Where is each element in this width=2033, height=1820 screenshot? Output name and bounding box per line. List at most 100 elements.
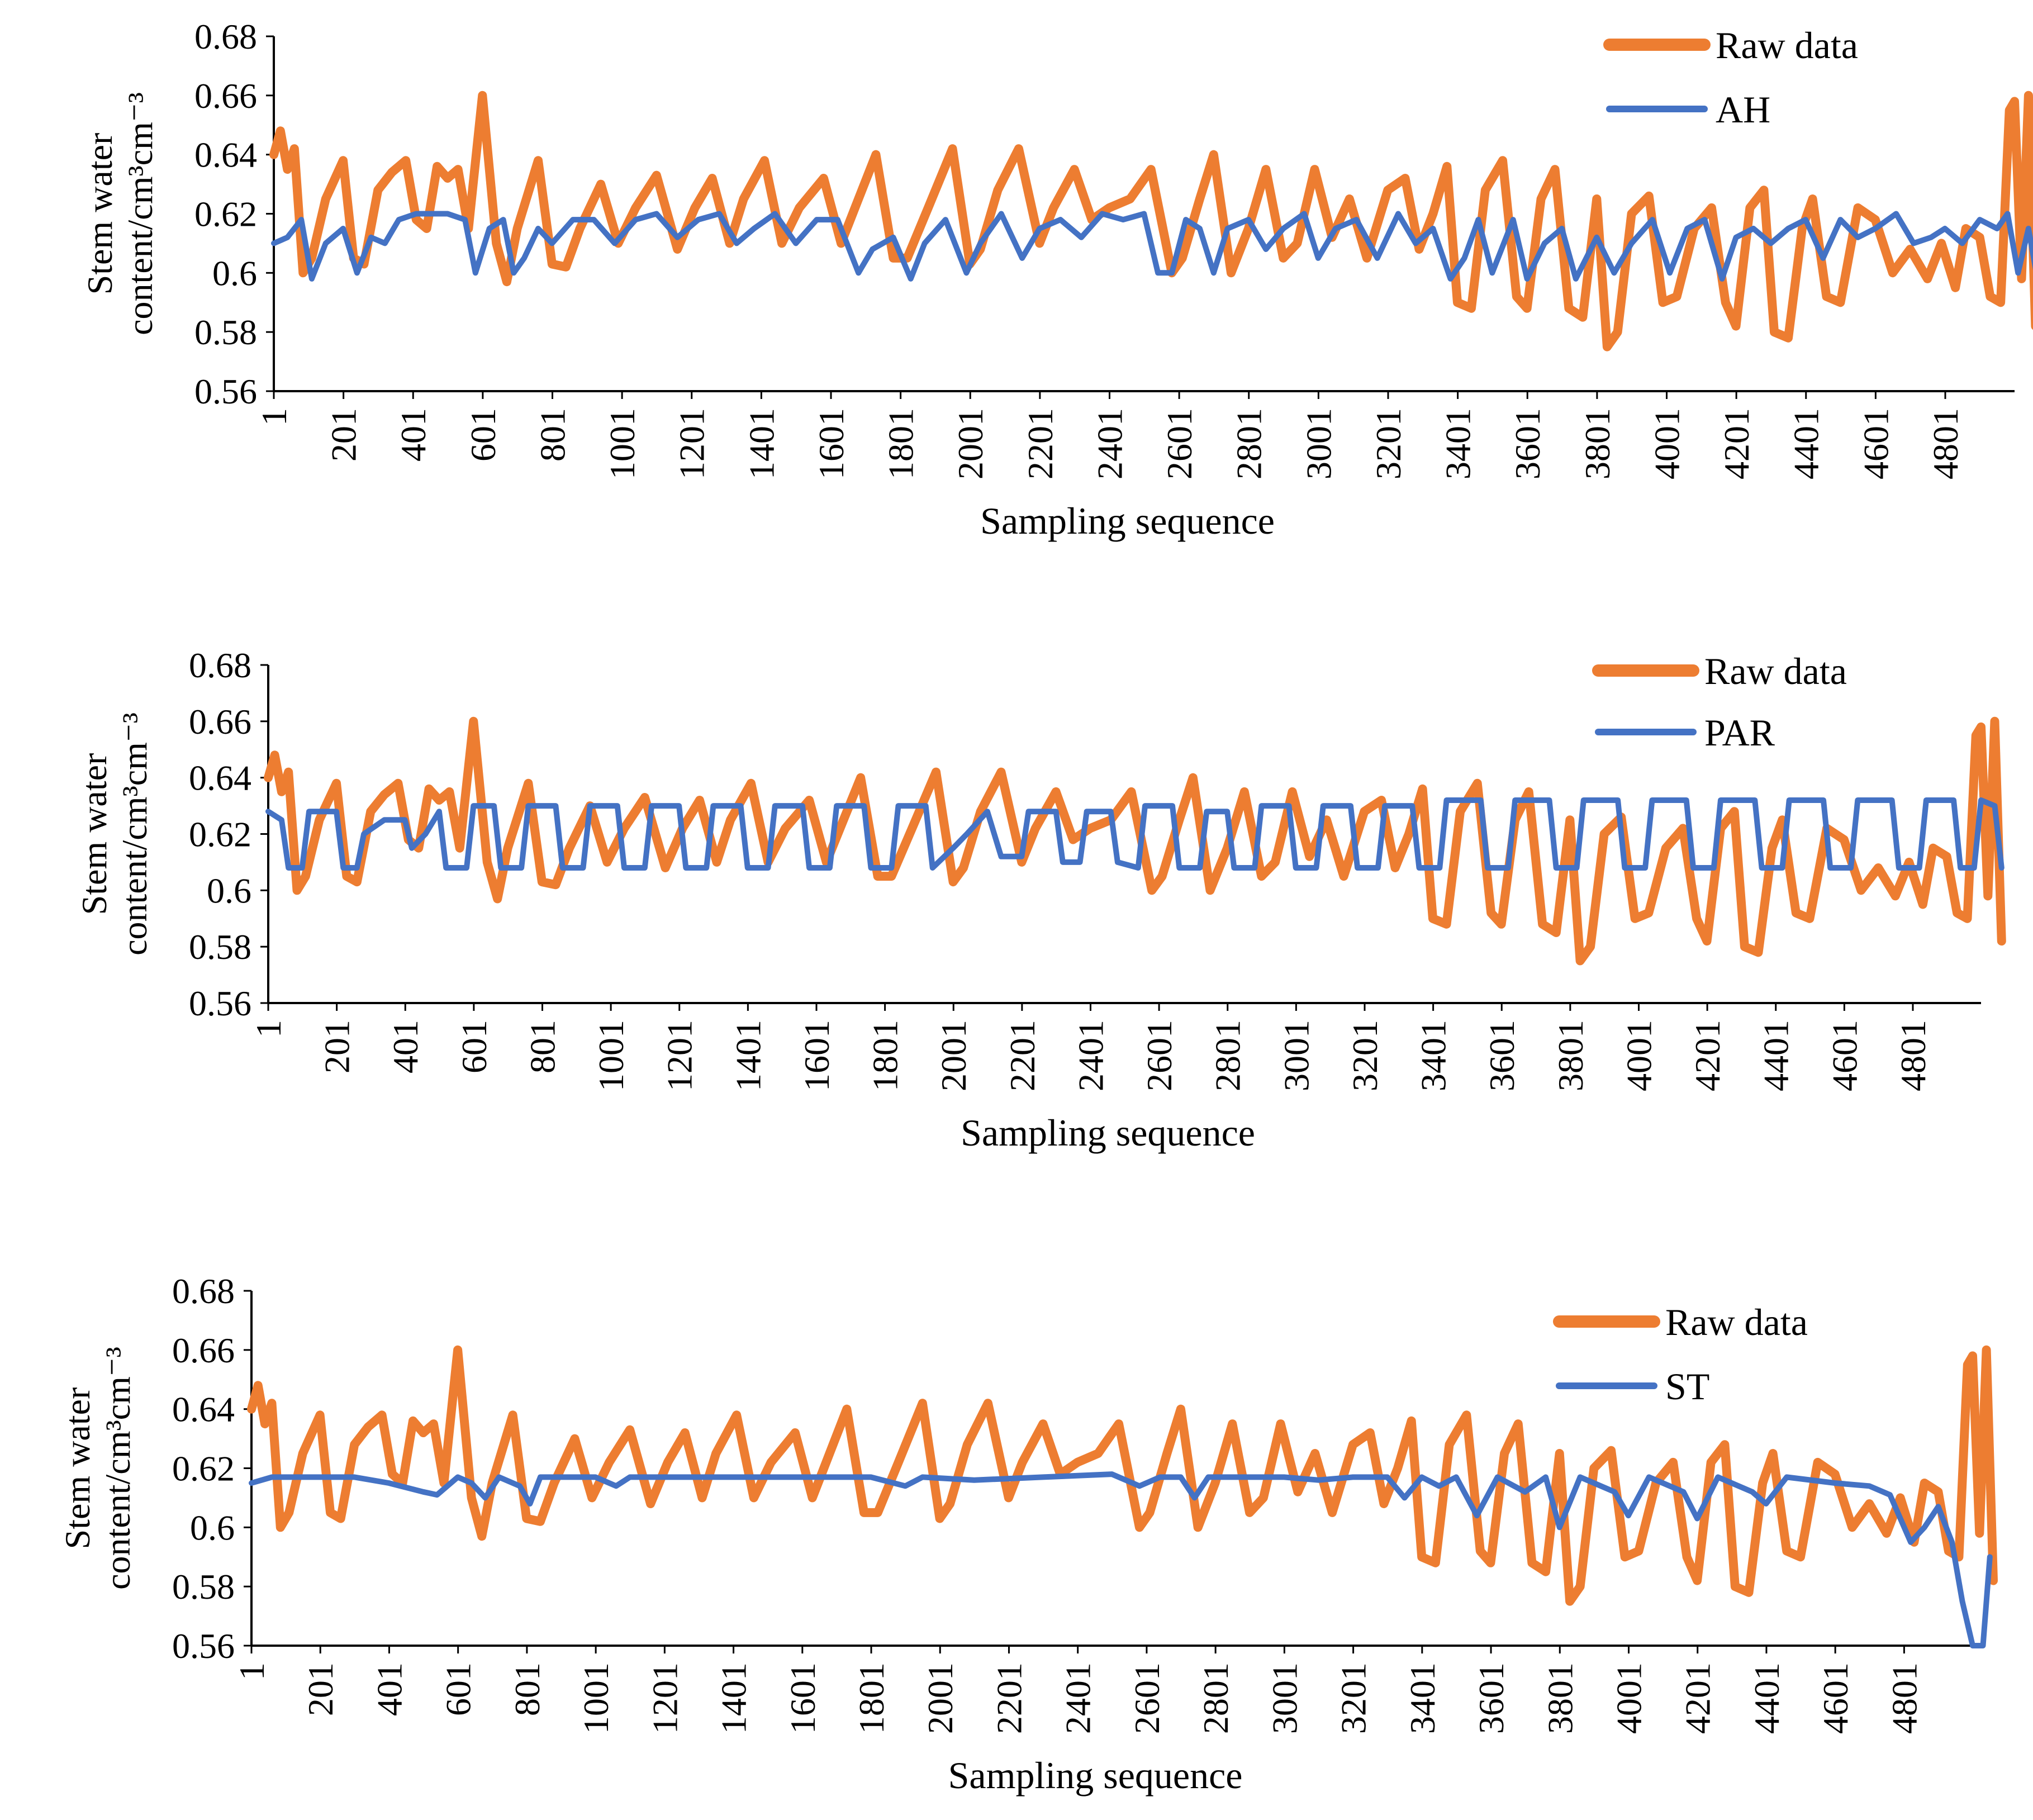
y-tick-label: 0.64 (194, 135, 257, 175)
x-tick-label: 3801 (1578, 408, 1617, 479)
x-tick-label: 3801 (1551, 1020, 1590, 1091)
series-line-raw-data (247, 1345, 1998, 1606)
x-tick-label: 4401 (1756, 1020, 1796, 1091)
x-tick-label: 4201 (1678, 1662, 1718, 1734)
series-line-ah (271, 211, 2033, 282)
y-tick-label: 0.56 (194, 372, 257, 411)
y-tick-label: 0.6 (190, 1508, 235, 1547)
x-tick-label: 1601 (797, 1020, 837, 1091)
y-tick-label: 0.56 (189, 983, 251, 1023)
x-tick-label: 4401 (1787, 408, 1826, 479)
x-tick-label: 4601 (1856, 408, 1896, 479)
legend-label: Raw data (1704, 650, 1847, 692)
x-tick-label: 2401 (1058, 1662, 1098, 1734)
x-tick-label: 1801 (866, 1020, 905, 1091)
legend-label: Raw data (1665, 1301, 1808, 1343)
x-tick-label: 3601 (1508, 408, 1547, 479)
legend-label: ST (1665, 1365, 1709, 1408)
x-tick-label: 3201 (1345, 1020, 1385, 1091)
x-tick-label: 1801 (881, 408, 921, 479)
x-tick-label: 3001 (1265, 1662, 1304, 1734)
x-tick-label: 1801 (852, 1662, 891, 1734)
x-tick-label: 601 (439, 1662, 478, 1716)
x-tick-label: 601 (463, 408, 503, 462)
x-tick-label: 3201 (1369, 408, 1408, 479)
x-axis-label: Sampling sequence (980, 500, 1275, 542)
x-tick-label: 1401 (714, 1662, 754, 1734)
x-tick-label: 2401 (1090, 408, 1129, 479)
x-tick-label: 1201 (660, 1020, 700, 1091)
y-tick-label: 0.58 (172, 1567, 235, 1607)
x-tick-label: 4601 (1816, 1662, 1855, 1734)
x-tick-label: 201 (301, 1662, 340, 1716)
x-tick-label: 2001 (920, 1662, 960, 1734)
x-tick-label: 1201 (672, 408, 712, 479)
legend-label: PAR (1704, 711, 1775, 754)
x-tick-label: 4801 (1926, 408, 1965, 479)
x-tick-label: 3001 (1299, 408, 1338, 479)
chart-par: 0.560.580.60.620.640.660.681 201 401 601 801… (74, 645, 2006, 1154)
x-tick-label: 2801 (1208, 1020, 1248, 1091)
y-axis-label: Stem water (58, 1387, 97, 1550)
series-line-st (249, 1471, 1993, 1648)
x-tick-label: 2001 (934, 1020, 973, 1091)
y-tick-label: 0.64 (189, 758, 251, 798)
y-axis-label: content/cm³cm⁻³ (115, 712, 154, 956)
x-tick-label: 4801 (1893, 1020, 1933, 1091)
x-tick-label: 801 (533, 408, 572, 462)
x-tick-label: 4001 (1609, 1662, 1649, 1734)
y-axis-label: content/cm³cm⁻³ (98, 1347, 137, 1590)
x-tick-label: 1 (249, 1020, 288, 1038)
x-tick-label: 1001 (576, 1662, 616, 1734)
y-tick-label: 0.68 (172, 1271, 235, 1311)
x-tick-label: 401 (393, 408, 433, 462)
y-tick-label: 0.68 (194, 17, 257, 56)
series-line-raw-data (264, 716, 2006, 966)
x-tick-label: 4801 (1884, 1662, 1924, 1734)
x-tick-label: 401 (386, 1020, 425, 1073)
x-tick-label: 1 (254, 408, 294, 426)
legend-label: Raw data (1716, 24, 1858, 66)
y-tick-label: 0.66 (172, 1330, 235, 1370)
legend-label: AH (1716, 88, 1770, 131)
chart-ah: 0.560.580.60.620.640.660.681 201 401 601 801… (80, 17, 2033, 542)
x-tick-label: 1401 (742, 408, 781, 479)
x-tick-label: 4201 (1688, 1020, 1727, 1091)
y-axis-label: Stem water (74, 753, 114, 915)
x-tick-label: 2601 (1139, 1020, 1179, 1091)
x-tick-label: 1001 (602, 408, 642, 479)
y-axis-label: content/cm³cm⁻³ (120, 92, 160, 335)
x-tick-label: 3401 (1414, 1020, 1454, 1091)
x-tick-label: 2001 (951, 408, 990, 479)
x-tick-label: 2601 (1127, 1662, 1167, 1734)
x-tick-label: 2201 (1020, 408, 1060, 479)
y-axis-label: Stem water (80, 133, 120, 295)
x-tick-label: 1401 (728, 1020, 768, 1091)
chart-st: 0.560.580.60.620.640.660.681 201 401 601 801… (58, 1271, 1998, 1797)
x-tick-label: 1601 (783, 1662, 823, 1734)
series-line-raw-data (269, 91, 2033, 351)
y-tick-label: 0.62 (172, 1449, 235, 1489)
x-tick-label: 2401 (1071, 1020, 1110, 1091)
x-tick-label: 3001 (1276, 1020, 1316, 1091)
x-tick-label: 2801 (1229, 408, 1269, 479)
y-tick-label: 0.66 (194, 76, 257, 116)
y-tick-label: 0.64 (172, 1390, 235, 1429)
x-tick-label: 2201 (1003, 1020, 1042, 1091)
x-tick-label: 4201 (1717, 408, 1756, 479)
y-tick-label: 0.68 (189, 645, 251, 685)
x-tick-label: 4001 (1619, 1020, 1659, 1091)
y-tick-label: 0.62 (194, 194, 257, 234)
x-tick-label: 801 (522, 1020, 562, 1073)
x-axis-label: Sampling sequence (948, 1754, 1243, 1797)
x-tick-label: 1001 (591, 1020, 631, 1091)
y-tick-label: 0.58 (194, 312, 257, 352)
x-tick-label: 201 (324, 408, 364, 462)
x-tick-label: 201 (317, 1020, 357, 1073)
y-tick-label: 0.6 (207, 871, 251, 910)
x-tick-label: 3201 (1334, 1662, 1374, 1734)
x-tick-label: 401 (369, 1662, 409, 1716)
x-tick-label: 4001 (1647, 408, 1687, 479)
x-tick-label: 2201 (989, 1662, 1029, 1734)
